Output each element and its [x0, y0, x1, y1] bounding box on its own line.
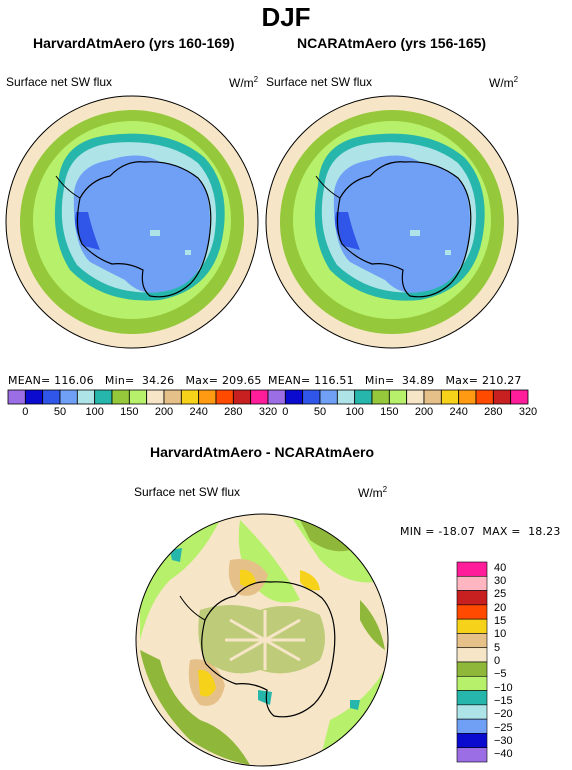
map-2-peninsula-coastline — [315, 175, 341, 199]
panel-2-title: NCARAtmAero (yrs 156-165) — [297, 35, 487, 51]
colorbar-tick-label: 200 — [154, 406, 174, 418]
figure-title: DJF — [261, 2, 311, 32]
diff-colorbar-swatch — [456, 733, 488, 749]
diff-panel-variable-label: Surface net SW flux — [134, 485, 241, 499]
colorbar-tick-label: 320 — [258, 406, 278, 418]
diff-colorbar-tick-label: −15 — [494, 695, 513, 707]
diff-colorbar-tick-label: −40 — [494, 748, 513, 761]
diff-panel-title: HarvardAtmAero - NCARAtmAero — [150, 444, 375, 460]
colorbar-tick-label: 240 — [449, 406, 468, 418]
colorbar-tick-label: 280 — [224, 406, 243, 418]
panel-1-units: W/m2 — [229, 75, 259, 90]
diff-colorbar-tick-label: 20 — [494, 601, 507, 614]
colorbar-tick-label: 280 — [484, 406, 503, 418]
colorbar-panel-1-ticks: 0 50 100 150 200 240 280 320 — [8, 406, 277, 420]
colorbar-tick-label: 150 — [380, 406, 399, 418]
diff-colorbar-swatch — [456, 690, 488, 706]
diff-colorbar-tick-label: 40 — [494, 561, 507, 574]
colorbar-tick-label: 100 — [85, 406, 104, 418]
diff-map-field — [136, 514, 388, 766]
diff-colorbar-swatch — [456, 661, 488, 677]
diff-colorbar-tick-label: −25 — [494, 721, 513, 734]
diff-colorbar-swatch — [456, 575, 488, 591]
colorbar-panel-2 — [267, 389, 529, 405]
diff-map-peninsula-coastline — [179, 595, 206, 621]
panel-1-stats: MEAN= 116.06 Min= 34.26 Max= 209.65 — [8, 374, 262, 387]
diff-colorbar-tick-label: 0 — [494, 655, 501, 667]
diff-colorbar-swatch — [456, 590, 488, 606]
colorbar-tick-label: 50 — [53, 406, 67, 418]
map-2-field — [266, 96, 518, 348]
diff-colorbar-tick-label: −20 — [494, 708, 513, 721]
panel-1-variable-label: Surface net SW flux — [6, 75, 113, 89]
diff-panel-minmax: MIN = -18.07 MAX = 18.23 — [400, 525, 561, 538]
colorbar-tick-label: 150 — [120, 406, 139, 418]
colorbar-tick-label: 100 — [345, 406, 364, 418]
colorbar-tick-label: 0 — [282, 406, 289, 418]
diff-map-antarctica-coastline — [201, 581, 336, 718]
colorbar-tick-label: 0 — [22, 406, 29, 418]
diff-colorbar-ticks: 40 30 25 20 15 10 5 0 −5 −10 −15 −20 −25 −30 −40 — [494, 562, 534, 762]
panel-2-units: W/m2 — [489, 75, 519, 90]
colorbar-tick-label: 320 — [518, 406, 538, 418]
diff-colorbar-tick-label: −10 — [494, 681, 513, 694]
map-1-field — [6, 96, 258, 348]
diff-colorbar-tick-label: 15 — [494, 615, 507, 627]
diff-colorbar-tick-label: −5 — [494, 668, 507, 681]
map-1-peninsula-coastline — [55, 175, 81, 199]
panel-1-title: HarvardAtmAero (yrs 160-169) — [33, 35, 235, 51]
diff-colorbar-tick-label: 25 — [494, 588, 507, 601]
colorbar-panel-2-ticks: 0 50 100 150 200 240 280 320 — [268, 406, 537, 420]
colorbar-tick-label: 50 — [313, 406, 327, 418]
diff-panel-units: W/m2 — [358, 485, 388, 500]
colorbar-swatch — [510, 389, 529, 405]
diff-colorbar-swatch — [456, 647, 488, 663]
diff-colorbar-tick-label: 30 — [494, 575, 507, 587]
diff-colorbar-swatch — [456, 675, 488, 691]
diff-colorbar-swatch — [456, 618, 488, 634]
panel-2-stats: MEAN= 116.51 Min= 34.89 Max= 210.27 — [268, 374, 522, 387]
colorbar-panel-1 — [7, 389, 269, 405]
diff-colorbar-swatch — [456, 561, 488, 577]
diff-colorbar-swatch — [456, 747, 488, 763]
map-2-antarctica-coastline — [336, 161, 472, 298]
diff-colorbar-tick-label: −30 — [494, 735, 513, 747]
diff-colorbar-swatch — [456, 704, 488, 720]
panel-2-variable-label: Surface net SW flux — [266, 75, 373, 89]
colorbar-tick-label: 240 — [189, 406, 208, 418]
diff-colorbar — [456, 561, 488, 763]
map-1-antarctica-coastline — [76, 161, 212, 298]
diff-colorbar-swatch — [456, 718, 488, 734]
colorbar-tick-label: 200 — [414, 406, 434, 418]
diff-colorbar-tick-label: 10 — [494, 628, 507, 641]
diff-colorbar-swatch — [456, 633, 488, 649]
diff-colorbar-tick-label: 5 — [494, 641, 501, 654]
diff-colorbar-swatch — [456, 604, 488, 620]
